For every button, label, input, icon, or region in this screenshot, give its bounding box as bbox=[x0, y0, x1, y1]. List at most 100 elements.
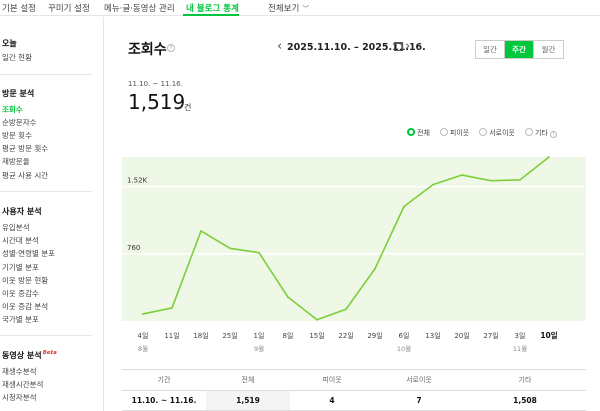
nav-view-all-label: 전체보기 bbox=[268, 4, 300, 14]
x-tick-label: 18일 bbox=[193, 331, 208, 340]
cell-mutual: 7 bbox=[416, 396, 422, 405]
sidebar-item-gender-age[interactable]: 성별·연령별 분포 bbox=[2, 249, 56, 258]
radio-icon bbox=[439, 128, 448, 136]
sidebar-divider bbox=[0, 74, 92, 75]
radio-checked-icon bbox=[407, 128, 415, 136]
table-row: 11.10. ~ 11.16. 1,519 4 7 1,508 bbox=[122, 391, 586, 411]
sidebar-item-inflow[interactable]: 유입분석 bbox=[2, 223, 30, 232]
nav-basic-settings[interactable]: 기본 설정 bbox=[2, 4, 36, 14]
cell-total: 1,519 bbox=[206, 391, 290, 410]
chevron-down-icon: ﹀ bbox=[302, 5, 310, 13]
data-point bbox=[345, 308, 347, 311]
sidebar-item-daily-status[interactable]: 일간 현황 bbox=[2, 53, 32, 62]
beta-badge: Beta bbox=[42, 350, 57, 356]
x-tick-label: 3일 bbox=[515, 331, 526, 340]
sidebar-item-device[interactable]: 기기별 분포 bbox=[2, 263, 39, 272]
sidebar-item-avg-time[interactable]: 평균 사용 시간 bbox=[2, 171, 49, 180]
x-tick-label: 6일 bbox=[399, 331, 410, 340]
y-tick-label: 1.52K bbox=[127, 177, 148, 185]
sidebar: 오늘 일간 현황 방문 분석 조회수 순방문자수 방문 횟수 평균 방문 횟수 … bbox=[0, 17, 104, 411]
x-month-label: 8월 bbox=[138, 344, 148, 353]
nav-view-all[interactable]: 전체보기 ﹀ bbox=[268, 2, 309, 14]
data-point bbox=[258, 251, 260, 254]
x-month-label: 11월 bbox=[513, 344, 527, 353]
nav-content-management[interactable]: 메뉴·글·동영상 관리 bbox=[104, 4, 175, 14]
sidebar-item-avg-visit[interactable]: 평균 방문 횟수 bbox=[2, 144, 49, 153]
filter-mutual-label: 서로이웃 bbox=[489, 129, 515, 137]
sidebar-item-revisit-rate[interactable]: 재방문율 bbox=[2, 157, 30, 166]
sidebar-item-play-time[interactable]: 재생시간분석 bbox=[2, 380, 44, 389]
sidebar-item-views[interactable]: 조회수 bbox=[2, 105, 23, 114]
radio-icon bbox=[524, 128, 533, 136]
x-tick-label: 11일 bbox=[164, 331, 179, 340]
sidebar-divider bbox=[0, 335, 92, 336]
col-etc: 기타 bbox=[518, 376, 532, 384]
help-icon[interactable]: ? bbox=[549, 131, 557, 138]
sidebar-section-video: 동영상 분석Beta bbox=[2, 350, 57, 361]
cell-period: 11.10. ~ 11.16. bbox=[131, 396, 197, 405]
next-arrow-icon[interactable]: › bbox=[405, 39, 411, 54]
x-tick-label: 29일 bbox=[367, 331, 382, 340]
data-point bbox=[432, 183, 434, 186]
filter-neighbor[interactable]: 피이웃 bbox=[439, 128, 469, 138]
total-views: 1,519 bbox=[128, 90, 186, 114]
data-point bbox=[200, 230, 202, 232]
cell-etc: 1,508 bbox=[513, 396, 537, 405]
data-point bbox=[171, 307, 173, 309]
radio-icon bbox=[479, 128, 488, 136]
sidebar-divider bbox=[0, 191, 92, 192]
cell-neighbor: 4 bbox=[329, 396, 335, 405]
data-point bbox=[287, 296, 289, 299]
nav-blog-stats[interactable]: 내 블로그 통계 bbox=[186, 4, 239, 14]
sidebar-item-neighbor-visit[interactable]: 이웃 방문 현황 bbox=[2, 276, 49, 285]
prev-arrow-icon[interactable]: ‹ bbox=[277, 39, 283, 54]
page-title: 조회수 bbox=[128, 42, 167, 58]
x-tick-label: 25일 bbox=[222, 331, 237, 340]
col-period: 기간 bbox=[157, 376, 171, 384]
data-point bbox=[490, 179, 492, 182]
nav-design-settings[interactable]: 꾸미기 설정 bbox=[48, 4, 90, 14]
y-tick-label: 760 bbox=[127, 244, 140, 252]
data-point bbox=[519, 178, 521, 181]
sidebar-item-play-count[interactable]: 재생수분석 bbox=[2, 367, 37, 376]
help-icon[interactable]: ? bbox=[167, 44, 175, 52]
date-range: 2025.11.10. – 2025.11.16. bbox=[287, 42, 426, 53]
x-tick-label: 1일 bbox=[254, 331, 265, 340]
x-tick-label: 8일 bbox=[283, 331, 294, 340]
x-tick-label: 22일 bbox=[338, 331, 353, 340]
range-label: 11.10. ~ 11.16. bbox=[128, 80, 183, 88]
filter-all[interactable]: 전체 bbox=[407, 128, 430, 138]
filter-etc[interactable]: 기타? bbox=[524, 128, 557, 138]
views-line-chart: 760 1.52K 4일 11일 18일 25일 1일 8일 15일 22일 29일 6일 13일 20일… bbox=[122, 156, 586, 353]
sidebar-item-unique-visitors[interactable]: 순방문자수 bbox=[2, 118, 37, 127]
sidebar-item-time-analysis[interactable]: 시간대 분석 bbox=[2, 236, 39, 245]
tab-weekly[interactable]: 주간 bbox=[505, 41, 534, 58]
sidebar-item-country[interactable]: 국가별 분포 bbox=[2, 315, 39, 324]
tab-daily[interactable]: 일간 bbox=[476, 41, 505, 58]
data-point bbox=[403, 205, 405, 208]
filter-etc-label: 기타 bbox=[534, 129, 548, 137]
active-tab-underline bbox=[183, 14, 239, 16]
sidebar-item-neighbor-change[interactable]: 이웃 증감수 bbox=[2, 289, 39, 298]
sidebar-item-visit-count[interactable]: 방문 횟수 bbox=[2, 131, 32, 140]
sidebar-item-neighbor-analysis[interactable]: 이웃 증감 분석 bbox=[2, 302, 49, 311]
sidebar-section-user: 사용자 분석 bbox=[2, 207, 42, 216]
data-point bbox=[229, 247, 231, 250]
sidebar-item-viewers[interactable]: 시청자분석 bbox=[2, 393, 37, 402]
calendar-icon[interactable] bbox=[394, 42, 403, 51]
data-point bbox=[142, 313, 144, 315]
period-tabs: 일간 주간 월간 bbox=[475, 40, 564, 59]
main-content: 조회수 ? ‹ 2025.11.10. – 2025.11.16. › 일간 주… bbox=[105, 17, 600, 411]
filter-mutual[interactable]: 서로이웃 bbox=[479, 128, 515, 138]
col-mutual: 서로이웃 bbox=[406, 376, 432, 384]
x-tick-label: 15일 bbox=[309, 331, 324, 340]
sidebar-section-today: 오늘 bbox=[2, 39, 17, 48]
top-nav: 기본 설정 꾸미기 설정 메뉴·글·동영상 관리 내 블로그 통계 전체보기 ﹀ bbox=[0, 0, 600, 16]
data-point bbox=[374, 267, 376, 270]
tab-monthly[interactable]: 월간 bbox=[534, 41, 563, 58]
data-point bbox=[548, 156, 550, 158]
filter-all-label: 전체 bbox=[417, 129, 430, 137]
chart-plot-area bbox=[122, 157, 586, 321]
data-point bbox=[461, 174, 463, 176]
x-month-label: 10월 bbox=[397, 344, 411, 353]
